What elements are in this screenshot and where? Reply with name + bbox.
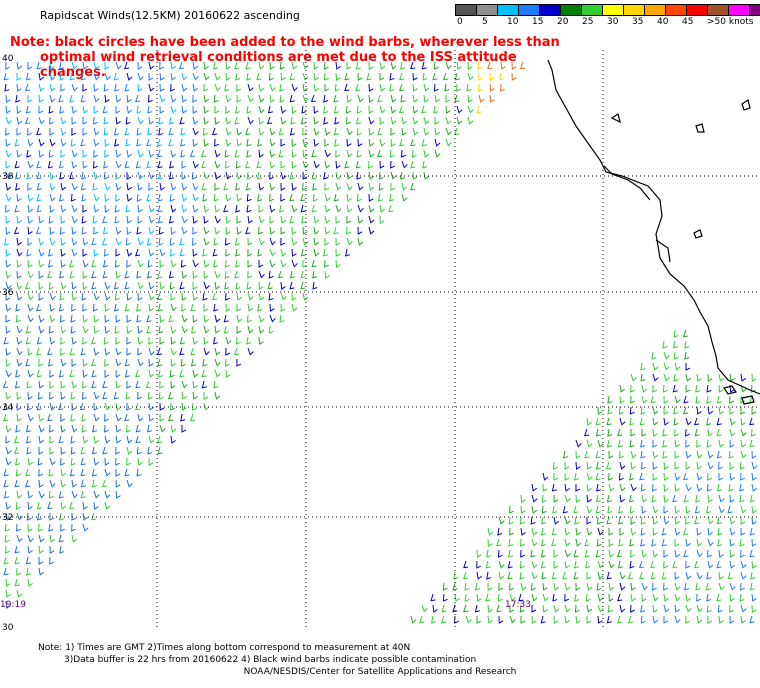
scale-label: 30 [607, 17, 619, 27]
inland-lake-1 [741, 99, 751, 111]
attitude-warning-note: Note: black circles have been added to t… [10, 35, 570, 80]
lat-label: 38 [2, 172, 14, 182]
warning-line-1: Note: black circles have been added to t… [10, 35, 560, 50]
graticule [0, 50, 760, 630]
scale-label: 40 [657, 17, 669, 27]
scale-swatch [623, 4, 645, 16]
scale-swatch [602, 4, 624, 16]
footnote-line-1: Note: 1) Times are GMT 2)Times along bot… [38, 643, 411, 653]
scale-label: 10 [507, 17, 519, 27]
lat-label: 34 [2, 403, 14, 413]
scale-label: 25 [582, 17, 594, 27]
scale-swatch [476, 4, 498, 16]
warning-line-2: optimal wind retrieval conditions are me… [40, 50, 517, 80]
time-label-right: 17:33 [505, 600, 531, 610]
lat-label: 40 [2, 54, 14, 64]
scale-swatch [728, 4, 750, 16]
scale-swatch [539, 4, 561, 16]
wind-barbs [2, 61, 758, 624]
scale-swatch [749, 4, 760, 16]
scale-swatch [497, 4, 519, 16]
inland-lake-2 [695, 123, 705, 133]
scale-swatch [644, 4, 666, 16]
california-coastline [547, 59, 760, 395]
scale-swatch [518, 4, 540, 16]
footnote: Note: 1) Times are GMT 2)Times along bot… [38, 642, 476, 666]
scale-label: 35 [632, 17, 644, 27]
scale-swatch [707, 4, 729, 16]
channel-island-4 [741, 395, 755, 405]
scale-swatch [560, 4, 582, 16]
channel-island-3 [723, 385, 737, 395]
scale-swatch [665, 4, 687, 16]
scale-swatch [686, 4, 708, 16]
scale-label: >50 knots [707, 17, 754, 27]
footnote-line-2: 3)Data buffer is 22 hrs from 20160622 4)… [64, 655, 477, 665]
scale-label: 0 [457, 17, 463, 27]
latitude-labels: 40 38 36 34 32 30 [2, 54, 14, 630]
scale-label: 20 [557, 17, 569, 27]
san-francisco-bay [603, 165, 651, 201]
map-title: Rapidscat Winds(12.5KM) 20160622 ascendi… [40, 9, 300, 22]
wind-speed-color-scale: 0 5 10 15 20 25 30 35 40 45 >50 knots [455, 4, 760, 28]
scale-swatch [455, 4, 477, 16]
scale-label: 5 [482, 17, 488, 27]
scale-label: 15 [532, 17, 544, 27]
lat-label: 32 [2, 513, 13, 523]
lat-label: 30 [2, 623, 14, 630]
channel-island-2 [610, 113, 621, 124]
lat-label: 36 [2, 288, 14, 298]
credit-line: NOAA/NESDIS/Center for Satellite Applica… [243, 667, 517, 677]
time-label-left: 19:19 [0, 600, 26, 610]
scale-label: 45 [682, 17, 694, 27]
channel-island-1 [693, 229, 703, 239]
monterey-bay [655, 239, 671, 263]
scale-swatch [581, 4, 603, 16]
coastline [547, 59, 760, 405]
